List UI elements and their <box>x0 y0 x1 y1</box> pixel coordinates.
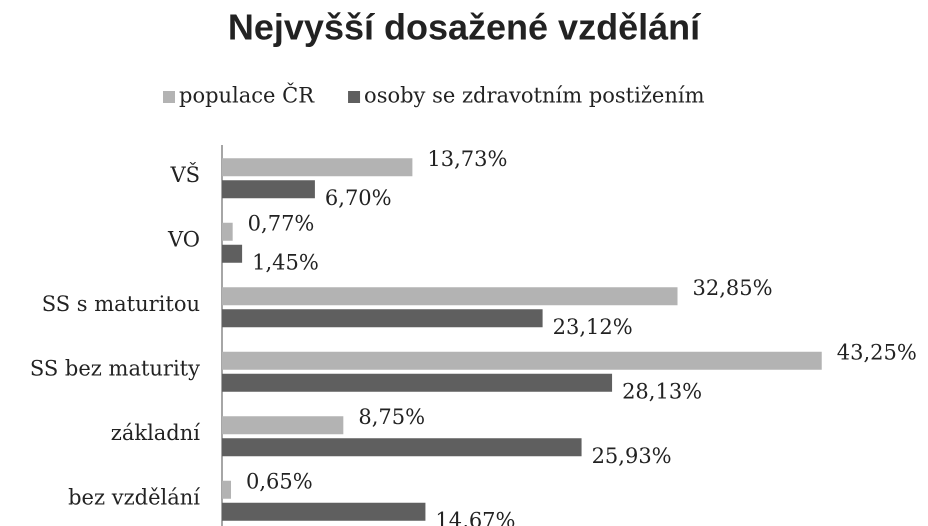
data-label: 43,25% <box>837 340 917 364</box>
bar <box>222 373 613 392</box>
y-tick-label: SS bez maturity <box>30 356 200 380</box>
data-label: 1,45% <box>252 250 319 274</box>
y-tick-label: základní <box>111 421 201 445</box>
bar <box>222 351 822 370</box>
y-tick-label: VO <box>167 227 200 251</box>
data-label: 32,85% <box>693 276 773 300</box>
bar <box>222 480 232 499</box>
data-label: 0,65% <box>246 469 313 493</box>
data-label: 6,70% <box>325 186 392 210</box>
legend-swatch <box>163 91 175 103</box>
bar <box>222 309 543 328</box>
data-label: 0,77% <box>248 211 315 235</box>
legend-label: osoby se zdravotním postižením <box>364 84 705 108</box>
y-tick-label: SS s maturitou <box>42 292 200 316</box>
y-tick-label: bez vzdělání <box>68 485 200 509</box>
chart-title: Nejvyšší dosažené vzdělání <box>228 7 701 48</box>
bar <box>222 287 678 306</box>
legend-label: populace ČR <box>179 83 315 108</box>
bar <box>222 438 582 457</box>
data-label: 14,67% <box>435 508 515 526</box>
bar <box>222 244 243 263</box>
y-tick-label: VŠ <box>169 162 200 187</box>
legend-swatch <box>348 91 361 103</box>
bar <box>222 416 344 435</box>
bar <box>222 222 233 241</box>
bar <box>222 158 413 177</box>
data-label: 28,13% <box>622 379 702 403</box>
data-label: 8,75% <box>358 405 425 429</box>
data-label: 13,73% <box>427 147 507 171</box>
bar <box>222 180 315 199</box>
data-label: 25,93% <box>592 444 672 468</box>
bar <box>222 502 426 521</box>
data-label: 23,12% <box>553 315 633 339</box>
